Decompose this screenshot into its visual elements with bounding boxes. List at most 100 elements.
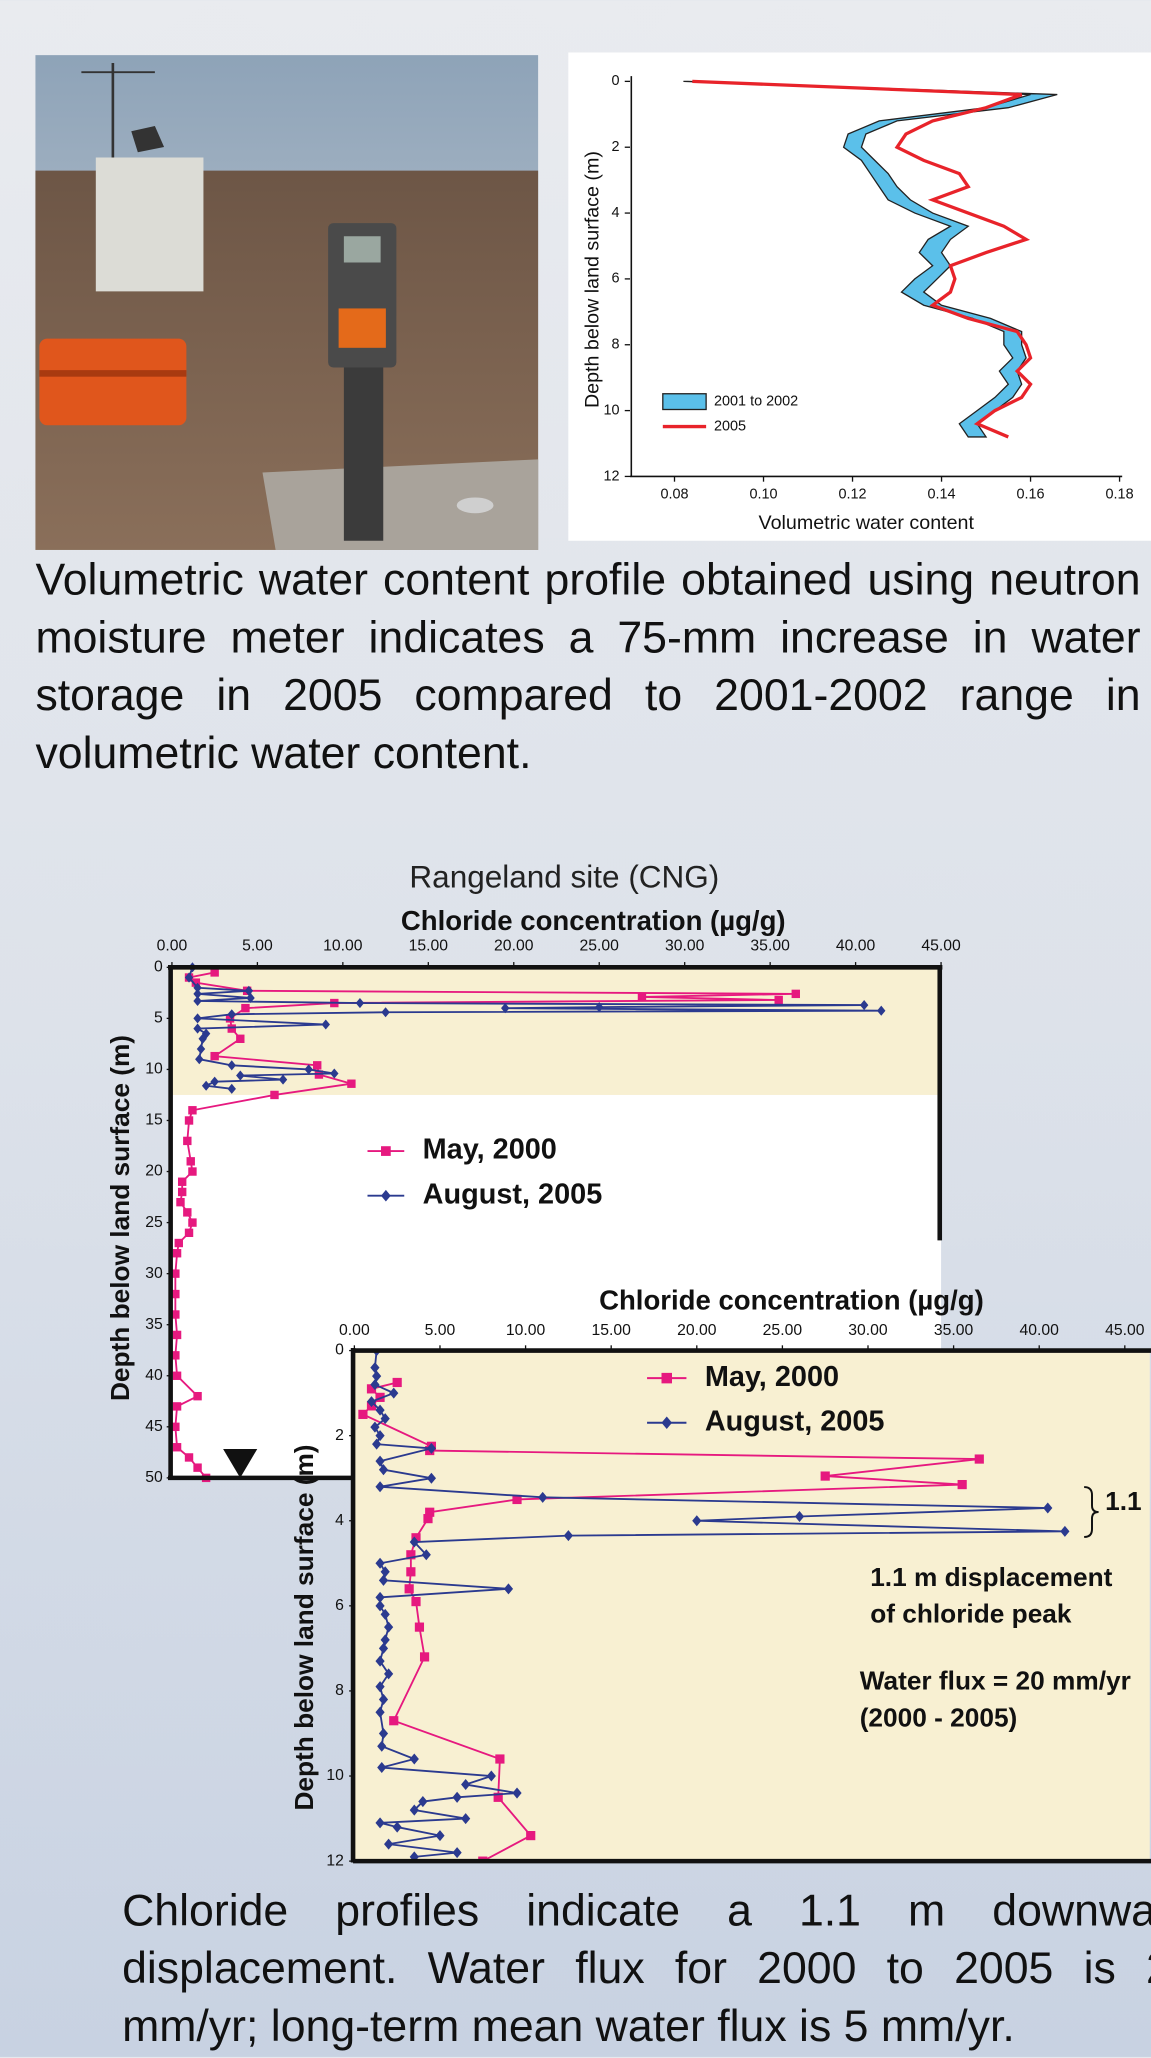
marker [173, 1372, 181, 1380]
legend-label: 2005 [714, 418, 746, 434]
marker [236, 1035, 244, 1043]
y-tick-label: 45 [145, 1418, 163, 1435]
annotation: 1.1 m displacement [870, 1562, 1112, 1592]
x-tick-label: 5.00 [242, 937, 273, 954]
y-tick-label: 0 [154, 958, 163, 975]
caption: Volumetric water content profile obtaine… [35, 551, 1140, 782]
marker [774, 996, 782, 1004]
y-tick-label: 12 [326, 1852, 344, 1869]
marker [183, 1208, 191, 1216]
marker [178, 1178, 186, 1186]
marker [406, 1567, 415, 1576]
marker [188, 1167, 196, 1175]
y-tick-label: 8 [611, 337, 619, 353]
y-tick-label: 10 [603, 402, 619, 418]
annotation: 1.1 [1105, 1486, 1142, 1516]
annotation: Water flux = 20 mm/yr [860, 1666, 1131, 1696]
poster-graphics: Volumetric water content Depth below land… [0, 0, 1151, 2058]
y-tick-label: 2 [611, 139, 619, 155]
legend-label: 2001 to 2002 [714, 393, 798, 409]
marker [821, 1471, 830, 1480]
annotation: of chloride peak [870, 1599, 1072, 1629]
marker [188, 1218, 196, 1226]
y-tick-label: 35 [145, 1316, 163, 1333]
chloride-inset-chart: Chloride concentration (µg/g)Depth below… [289, 1284, 1151, 1869]
marker [792, 990, 800, 998]
chart-panel [568, 53, 1151, 541]
x-tick-label: 10.00 [323, 937, 363, 954]
marker [173, 1402, 181, 1410]
marker [958, 1480, 967, 1489]
x-axis-title: Volumetric water content [759, 512, 975, 534]
marker [176, 1198, 184, 1206]
x-tick-label: 10.00 [506, 1322, 546, 1339]
marker [423, 1514, 432, 1523]
marker [193, 1463, 201, 1471]
y-tick-label: 4 [611, 205, 619, 221]
x-tick-label: 40.00 [836, 937, 876, 954]
caption: Chloride profiles indicate a 1.1 m downw… [122, 1882, 1151, 2055]
legend-swatch [663, 394, 706, 410]
marker [241, 1004, 249, 1012]
x-tick-label: 30.00 [848, 1322, 888, 1339]
x-tick-label: 0.00 [339, 1322, 370, 1339]
marker [173, 1443, 181, 1451]
marker [185, 1453, 193, 1461]
x-tick-label: 25.00 [580, 937, 620, 954]
marker [411, 1597, 420, 1606]
marker [187, 1157, 195, 1165]
marker [173, 1331, 181, 1339]
x-tick-label: 0.14 [928, 487, 956, 503]
marker [389, 1716, 398, 1725]
y-tick-label: 6 [611, 271, 619, 287]
x-tick-label: 20.00 [494, 937, 534, 954]
x-tick-label: 25.00 [763, 1322, 803, 1339]
marker [228, 1024, 236, 1032]
y-tick-label: 25 [145, 1214, 163, 1231]
y-tick-label: 5 [154, 1010, 163, 1027]
marker [420, 1652, 429, 1661]
marker [526, 1831, 535, 1840]
x-tick-label: 0.10 [749, 487, 777, 503]
y-tick-label: 6 [335, 1597, 344, 1614]
page: Volumetric water content Depth below land… [0, 0, 1151, 2057]
annotation: (2000 - 2005) [860, 1702, 1018, 1732]
marker [393, 1378, 402, 1387]
marker [495, 1754, 504, 1763]
x-tick-label: 40.00 [1019, 1322, 1059, 1339]
marker [358, 1410, 367, 1419]
marker [185, 1116, 193, 1124]
y-tick-label: 8 [335, 1682, 344, 1699]
x-tick-label: 35.00 [750, 937, 790, 954]
y-tick-label: 0 [611, 73, 619, 89]
legend-label: August, 2005 [423, 1178, 603, 1210]
photo [35, 55, 538, 550]
y-axis-title: Depth below land surface (m) [289, 1444, 319, 1810]
marker [193, 1392, 201, 1400]
marker [270, 1091, 278, 1099]
marker [638, 993, 646, 1001]
marker [178, 1188, 186, 1196]
legend-label: May, 2000 [423, 1134, 557, 1166]
legend-label: August, 2005 [705, 1405, 885, 1437]
x-tick-label: 45.00 [921, 937, 961, 954]
legend-label: May, 2000 [705, 1361, 839, 1393]
y-tick-label: 10 [326, 1767, 344, 1784]
y-tick-label: 12 [603, 468, 619, 484]
marker [347, 1080, 355, 1088]
x-tick-label: 0.18 [1106, 487, 1134, 503]
y-tick-label: 0 [335, 1342, 344, 1359]
x-axis-title: Chloride concentration (µg/g) [401, 905, 786, 936]
y-tick-label: 15 [145, 1112, 163, 1129]
x-tick-label: 5.00 [425, 1322, 456, 1339]
chart-title: Rangeland site (CNG) [409, 859, 719, 895]
shaded-range [172, 967, 941, 1095]
marker [313, 1061, 321, 1069]
y-tick-label: 2 [335, 1427, 344, 1444]
x-tick-label: 0.00 [157, 937, 188, 954]
marker [975, 1454, 984, 1463]
marker [662, 1373, 673, 1384]
y-tick-label: 20 [145, 1163, 163, 1180]
marker [405, 1584, 414, 1593]
y-tick-label: 10 [145, 1061, 163, 1078]
